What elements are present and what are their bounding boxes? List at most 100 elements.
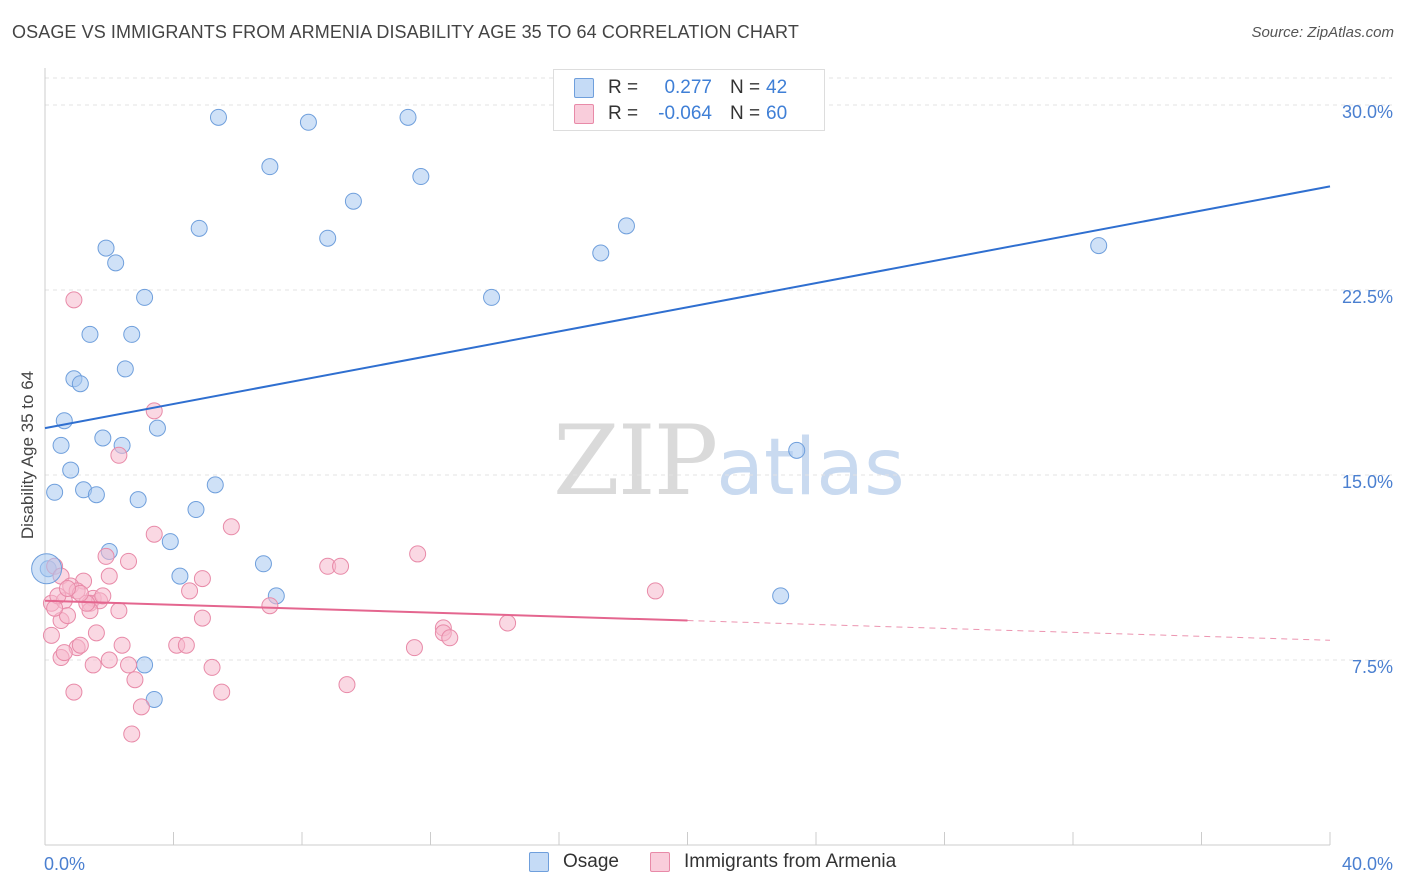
osage-point	[254, 555, 272, 573]
armenia-point	[132, 698, 150, 716]
armenia-point	[55, 644, 73, 662]
osage-point	[483, 288, 501, 306]
legend-swatch-osage	[574, 78, 594, 98]
osage-point	[136, 288, 154, 306]
osage-point	[148, 419, 166, 437]
armenia-point	[145, 402, 163, 420]
chart-title: OSAGE VS IMMIGRANTS FROM ARMENIA DISABIL…	[12, 22, 799, 42]
osage-point	[94, 429, 112, 447]
osage-point	[788, 441, 806, 459]
osage-point	[107, 254, 125, 272]
osage-point	[187, 501, 205, 519]
osage-point	[772, 587, 790, 605]
armenia-point	[100, 651, 118, 669]
legend-n-value: 60	[766, 103, 788, 124]
y-tick-label: 15.0%	[1342, 472, 1393, 492]
armenia-trend-extension	[687, 620, 1331, 641]
osage-point	[62, 461, 80, 479]
armenia-point	[97, 547, 115, 565]
armenia-point	[193, 570, 211, 588]
series-swatch-armenia	[650, 852, 670, 872]
armenia-point	[126, 671, 144, 689]
osage-point	[412, 168, 430, 186]
legend-r-value: -0.064	[658, 103, 712, 124]
armenia-point	[58, 579, 76, 597]
series-legend-armenia[interactable]: Immigrants from Armenia	[650, 851, 896, 873]
source-label: Source: ZipAtlas.com	[1251, 24, 1394, 41]
armenia-point	[405, 639, 423, 657]
armenia-point	[145, 525, 163, 543]
osage-point	[209, 108, 227, 126]
armenia-point	[120, 552, 138, 570]
armenia-point	[181, 582, 199, 600]
osage-point	[592, 244, 610, 262]
armenia-point	[110, 446, 128, 464]
osage-point	[71, 375, 89, 393]
osage-point	[52, 436, 70, 454]
x-tick-label: 40.0%	[1342, 854, 1393, 874]
osage-point	[190, 219, 208, 237]
legend-n-label: N =	[730, 103, 761, 124]
y-tick-label: 22.5%	[1342, 287, 1393, 307]
armenia-point	[203, 658, 221, 676]
osage-point	[617, 217, 635, 235]
osage-point	[87, 486, 105, 504]
osage-point	[129, 491, 147, 509]
series-label-armenia: Immigrants from Armenia	[684, 851, 897, 872]
correlation-legend: R = 0.277 N = 42 R = -0.064 N = 60	[553, 69, 825, 131]
osage-point	[344, 192, 362, 210]
osage-point	[123, 325, 141, 343]
osage-point	[261, 158, 279, 176]
osage-point	[319, 229, 337, 247]
osage-trend-line	[44, 185, 1331, 430]
armenia-point	[65, 683, 83, 701]
legend-row-osage: R = 0.277 N = 42	[574, 76, 787, 100]
osage-point	[1090, 237, 1108, 255]
armenia-point	[177, 636, 195, 654]
osage-point	[46, 483, 64, 501]
armenia-point	[46, 599, 64, 617]
armenia-point	[42, 626, 60, 644]
armenia-point	[261, 597, 279, 615]
osage-point	[116, 360, 134, 378]
armenia-point	[71, 636, 89, 654]
armenia-point	[58, 607, 76, 625]
armenia-point	[646, 582, 664, 600]
armenia-point	[338, 676, 356, 694]
armenia-point	[222, 518, 240, 536]
osage-point	[31, 553, 63, 585]
legend-r-label: R =	[608, 103, 639, 124]
armenia-point	[100, 567, 118, 585]
series-label-osage: Osage	[563, 851, 619, 872]
legend-row-armenia: R = -0.064 N = 60	[574, 102, 787, 126]
legend-n-value: 42	[766, 77, 788, 98]
osage-point	[145, 690, 163, 708]
series-legend-osage[interactable]: Osage	[529, 851, 619, 873]
legend-r-label: R =	[608, 77, 639, 98]
armenia-point	[213, 683, 231, 701]
armenia-point	[441, 629, 459, 647]
armenia-point	[499, 614, 517, 632]
y-tick-label: 30.0%	[1342, 102, 1393, 122]
armenia-point	[120, 656, 138, 674]
legend-swatch-armenia	[574, 104, 594, 124]
series-legend: Osage Immigrants from Armenia	[0, 851, 1406, 879]
series-swatch-osage	[529, 852, 549, 872]
osage-point	[171, 567, 189, 585]
armenia-trend-line	[44, 599, 688, 622]
legend-r-value: 0.277	[664, 77, 712, 98]
armenia-point	[84, 656, 102, 674]
armenia-point	[113, 636, 131, 654]
armenia-point	[94, 587, 112, 605]
watermark-atlas: atlas	[716, 423, 905, 513]
watermark-zip: ZIP	[553, 405, 718, 517]
armenia-point	[65, 291, 83, 309]
legend-n-label: N =	[730, 77, 761, 98]
osage-point	[97, 239, 115, 257]
osage-point	[206, 476, 224, 494]
armenia-point	[409, 545, 427, 563]
armenia-point	[110, 602, 128, 620]
osage-point	[399, 108, 417, 126]
x-tick-label: 0.0%	[44, 854, 85, 874]
